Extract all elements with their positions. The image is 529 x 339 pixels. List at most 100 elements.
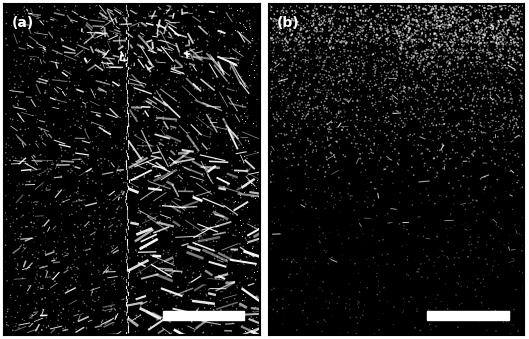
- Point: [425, 137, 434, 142]
- Point: [126, 114, 135, 119]
- Point: [198, 55, 206, 60]
- Point: [489, 100, 497, 105]
- Point: [464, 55, 472, 60]
- Point: [325, 69, 333, 75]
- Point: [425, 62, 434, 67]
- Point: [1, 127, 9, 133]
- Point: [313, 62, 322, 68]
- Point: [395, 29, 403, 35]
- Point: [433, 18, 441, 23]
- Point: [300, 61, 308, 67]
- Point: [201, 17, 209, 22]
- Point: [187, 72, 195, 78]
- Point: [419, 6, 427, 12]
- Point: [43, 165, 52, 171]
- Point: [269, 70, 278, 75]
- Point: [352, 54, 361, 59]
- Point: [237, 284, 245, 290]
- Point: [462, 37, 470, 42]
- Point: [422, 53, 430, 58]
- Point: [400, 116, 408, 121]
- Point: [154, 109, 163, 115]
- Point: [415, 12, 423, 18]
- Point: [468, 136, 476, 141]
- Point: [421, 38, 430, 44]
- Point: [399, 228, 408, 233]
- Point: [490, 39, 498, 45]
- Point: [293, 2, 301, 8]
- Point: [375, 317, 383, 322]
- Point: [498, 42, 506, 47]
- Point: [274, 61, 282, 67]
- Point: [486, 55, 495, 61]
- Point: [156, 229, 164, 234]
- Point: [362, 28, 371, 33]
- Point: [326, 126, 335, 132]
- Point: [372, 32, 381, 37]
- Point: [515, 11, 524, 16]
- Point: [477, 123, 486, 129]
- Point: [245, 141, 253, 146]
- Point: [273, 35, 282, 40]
- Point: [136, 304, 145, 309]
- Point: [120, 136, 129, 141]
- Point: [424, 38, 433, 43]
- Point: [265, 16, 273, 21]
- Point: [461, 118, 470, 123]
- Point: [417, 200, 426, 206]
- Point: [467, 45, 475, 51]
- Point: [304, 11, 313, 17]
- Point: [0, 92, 8, 97]
- Point: [459, 5, 468, 11]
- Point: [396, 83, 405, 89]
- Point: [485, 86, 494, 92]
- Point: [489, 118, 497, 123]
- Point: [408, 40, 416, 46]
- Point: [53, 281, 61, 286]
- Point: [430, 263, 438, 268]
- Point: [114, 311, 122, 316]
- Point: [71, 3, 80, 8]
- Point: [464, 31, 472, 36]
- Point: [504, 27, 513, 33]
- Point: [376, 94, 385, 99]
- Point: [332, 139, 340, 144]
- Point: [481, 184, 490, 190]
- Point: [372, 32, 381, 37]
- Point: [280, 79, 288, 84]
- Point: [517, 248, 526, 254]
- Point: [29, 174, 37, 179]
- Point: [481, 95, 489, 101]
- Point: [350, 2, 359, 7]
- Point: [181, 165, 189, 171]
- Point: [31, 255, 39, 260]
- Point: [398, 179, 407, 184]
- Point: [304, 124, 312, 129]
- Point: [22, 108, 31, 114]
- Point: [327, 33, 335, 38]
- Point: [29, 209, 38, 214]
- Point: [427, 7, 436, 12]
- Point: [439, 41, 447, 47]
- Point: [345, 73, 354, 78]
- Point: [62, 92, 70, 97]
- Point: [384, 27, 393, 33]
- Point: [136, 312, 144, 318]
- Point: [481, 27, 489, 32]
- Point: [432, 33, 441, 38]
- Point: [130, 174, 139, 180]
- Point: [468, 151, 476, 157]
- Point: [440, 6, 449, 12]
- Point: [375, 58, 383, 63]
- Point: [179, 332, 188, 337]
- Point: [216, 298, 224, 303]
- Point: [486, 93, 495, 98]
- Point: [491, 161, 499, 167]
- Point: [330, 205, 338, 211]
- Point: [433, 24, 441, 29]
- Point: [153, 82, 161, 87]
- Point: [111, 193, 120, 198]
- Point: [251, 226, 259, 231]
- Point: [336, 49, 345, 55]
- Point: [296, 32, 304, 38]
